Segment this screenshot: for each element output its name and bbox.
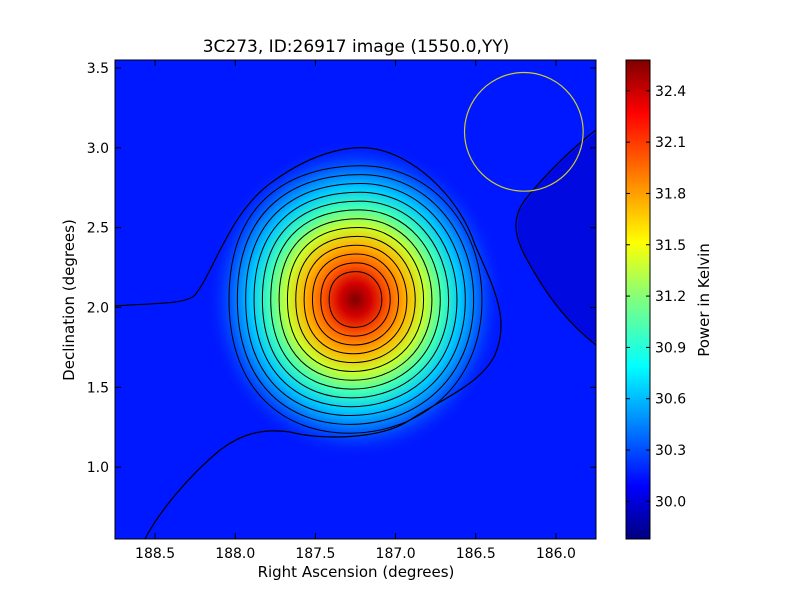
contour-line — [311, 253, 400, 346]
y-tick-label: 2.0 — [87, 300, 109, 316]
contour-line — [278, 218, 433, 381]
contour-line — [270, 209, 441, 390]
colorbar-tick-label: 30.6 — [655, 392, 686, 408]
colorbar-tick-label: 31.2 — [655, 289, 686, 305]
x-tick-label: 188.5 — [135, 546, 175, 562]
y-tick-label: 1.5 — [87, 380, 109, 396]
x-tick-label: 186.5 — [456, 546, 496, 562]
contour-line — [295, 235, 416, 364]
low-emission-region — [517, 132, 596, 343]
contour-line — [261, 200, 450, 399]
contour-line — [286, 227, 425, 372]
x-tick-label: 187.5 — [295, 546, 335, 562]
outer-contour-east — [515, 129, 596, 346]
contour-line — [245, 182, 466, 417]
y-tick-label: 3.5 — [87, 61, 109, 77]
contour-line — [253, 191, 458, 408]
colorbar-tick-label: 30.9 — [655, 340, 686, 356]
colorbar-ticks: 30.0 30.3 30.6 30.9 31.2 31.5 31.8 32.1 32.4 — [626, 84, 686, 510]
colorbar-tick-label: 30.3 — [655, 443, 686, 459]
x-axis: 188.5 188.0 187.5 187.0 186.5 186.0 — [135, 60, 576, 562]
y-tick-label: 2.5 — [87, 221, 109, 237]
contour-line — [228, 165, 483, 434]
y-tick-label: 3.0 — [87, 141, 109, 157]
contour-line — [328, 271, 383, 328]
x-tick-label: 187.0 — [376, 546, 416, 562]
contour-lines — [228, 165, 483, 434]
plot-frame — [114, 59, 597, 540]
contour-line — [236, 174, 475, 425]
heatmap-plot — [115, 60, 596, 539]
x-tick-label: 188.0 — [215, 546, 255, 562]
y-axis: 1.0 1.5 2.0 2.5 3.0 3.5 — [87, 61, 596, 476]
colorbar-tick-label: 32.1 — [655, 135, 686, 151]
x-axis-label: Right Ascension (degrees) — [258, 563, 455, 581]
colorbar-tick-label: 31.8 — [655, 186, 686, 202]
colorbar-tick-label: 30.0 — [655, 494, 686, 510]
colorbar: 30.0 30.3 30.6 30.9 31.2 31.5 31.8 32.1 32.4 Pow… — [625, 59, 713, 540]
beam-circle — [463, 71, 584, 192]
y-tick-label: 1.0 — [87, 460, 109, 476]
colorbar-gradient — [625, 59, 651, 540]
contour-line — [320, 262, 391, 337]
contour-line — [303, 244, 408, 355]
colorbar-label: Power in Kelvin — [695, 243, 713, 357]
colorbar-tick-label: 32.4 — [655, 84, 686, 100]
source-glow — [205, 139, 506, 460]
y-axis-label: Declination (degrees) — [60, 219, 78, 381]
colorbar-tick-label: 31.5 — [655, 238, 686, 254]
chart-title: 3C273, ID:26917 image (1550.0,YY) — [203, 37, 510, 57]
x-tick-label: 186.0 — [536, 546, 576, 562]
outer-contour-west — [115, 147, 502, 539]
